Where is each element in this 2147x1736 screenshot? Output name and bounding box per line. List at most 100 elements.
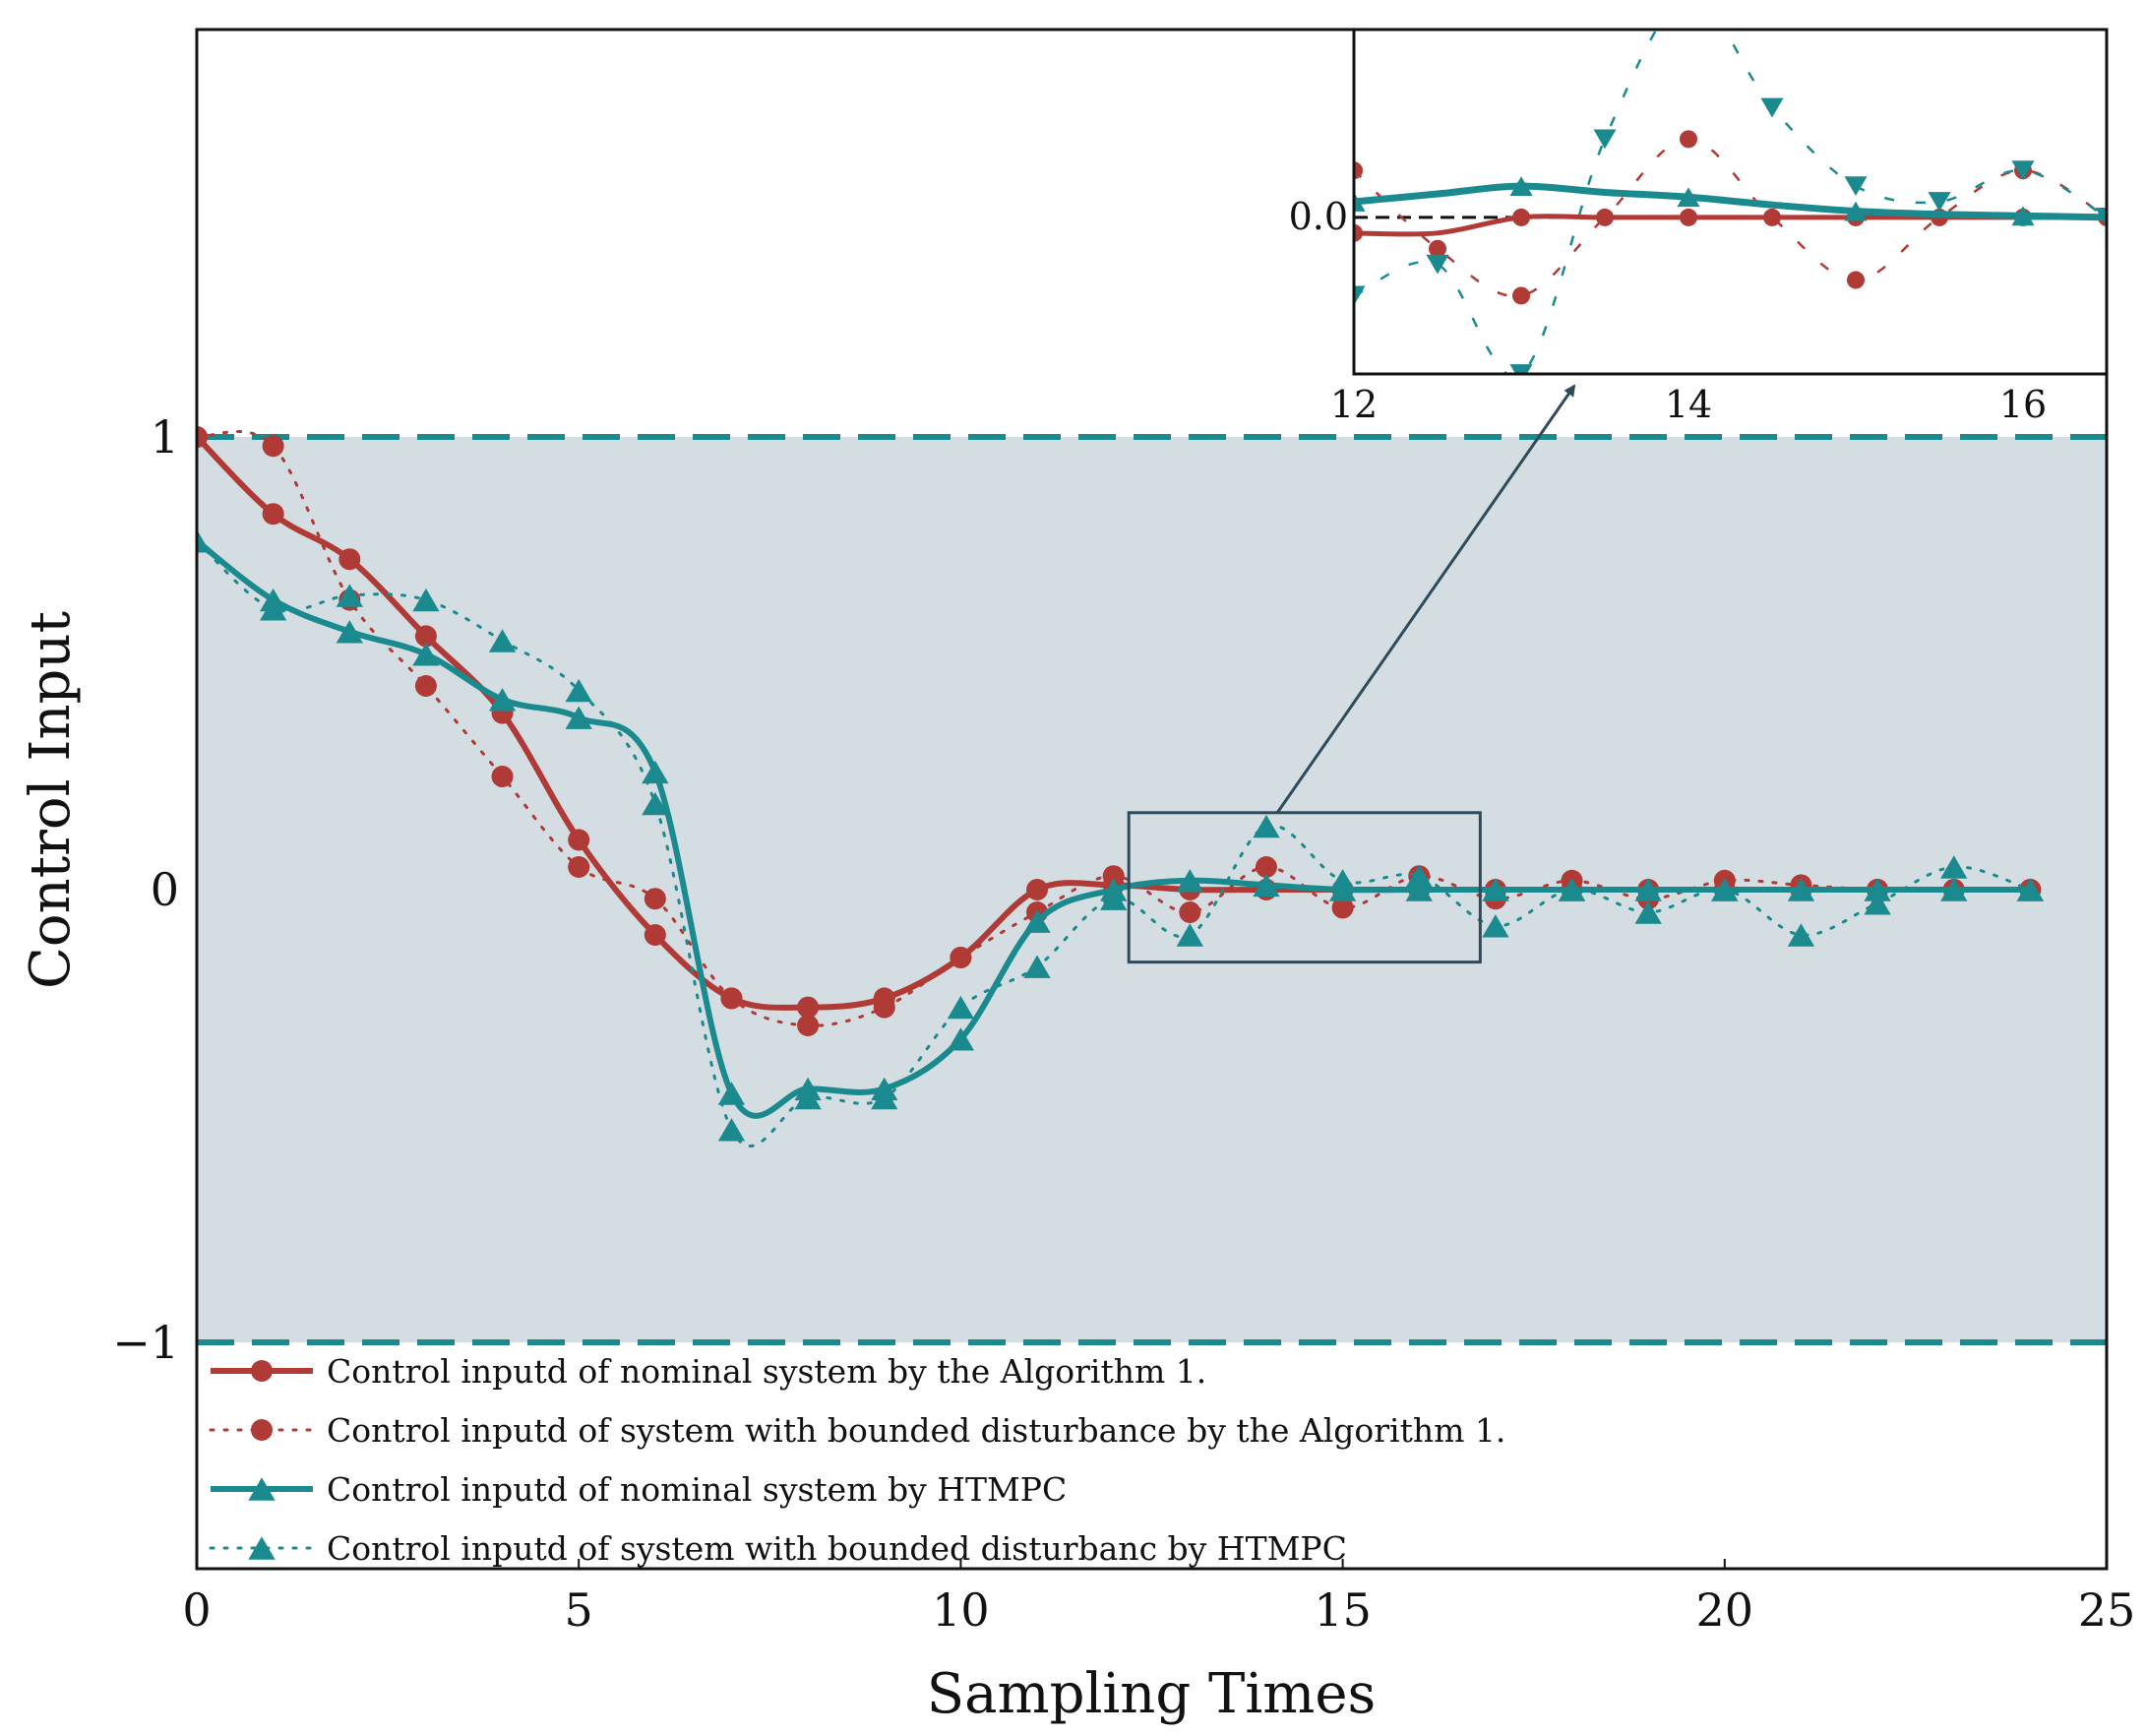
series-2-point [1331,897,1354,919]
inset-panel: 12 14 16 0.0 [1289,28,2109,426]
series-4-point [259,597,287,621]
legend-marker [248,1536,276,1560]
series-4-point [1023,955,1051,978]
series-3-point [412,643,440,666]
series-1-point [1026,879,1049,900]
inset-series-1-point [1354,223,1363,242]
series-3-point [1405,878,1433,901]
y-axis-label: Control Input [19,611,83,989]
x-tick-label: 5 [565,1583,593,1637]
x-axis-label: Sampling Times [927,1662,1376,1726]
inset-series-4-point [1928,192,1951,212]
series-4-point [1711,878,1739,901]
inset-series-2-point [1847,271,1865,289]
series-3-point [1787,878,1815,901]
series-4-point [412,588,440,612]
x-tick-label: 15 [1314,1583,1372,1637]
series-3-point [1634,878,1662,901]
series-3-point [1864,878,1891,901]
inset-x-tick-label: 14 [1665,383,1712,426]
inset-series-4-point [1509,364,1533,374]
series-3 [197,529,2045,1119]
series-2-point [797,1015,820,1036]
legend-label: Control inputd of nominal system by the … [327,1352,1206,1391]
series-4-point [947,995,975,1020]
inset-series-3-point [1509,176,1533,196]
series-3-point [947,1027,975,1051]
legend-entry: Control inputd of system with bounded di… [209,1529,1347,1568]
series-1-point [568,829,590,851]
inset-x-tick-label: 12 [1330,383,1378,426]
y-tick-label: 0 [151,863,179,916]
series-3-point [1482,878,1509,901]
x-tick-label: 25 [2078,1583,2136,1637]
x-tick-label: 0 [182,1583,211,1637]
series-3-point [1176,869,1203,893]
legend-label: Control inputd of system with bounded di… [327,1411,1505,1450]
series-4-point [1787,923,1815,947]
zoom-arrow [1275,384,1576,814]
inset-series-2-point [1680,130,1697,149]
series-2-point [568,856,590,878]
inset-series-4-point [1354,285,1366,306]
inset-series-4-point [1760,97,1784,118]
series-4-point [488,629,517,652]
inset-series-4-point [2011,160,2035,181]
inset-series-3-point [1677,187,1700,208]
inset-series-1-point [1512,208,1530,226]
series-4 [197,529,2045,1148]
zoom-layer [1127,384,1576,964]
series-layer [197,426,2045,1148]
x-tick-label: 20 [1696,1583,1754,1637]
series-4-point [1100,887,1128,910]
legend-entry: Control inputd of nominal system by the … [211,1352,1206,1391]
inset-series-4-point [1593,129,1617,150]
inset-series-2-point [1512,286,1530,305]
inset-series-2-point [1429,239,1446,258]
series-4-point [336,584,363,607]
series-4-point [1940,855,1968,879]
series-2-point [197,426,208,448]
series-4-point [1328,869,1357,893]
inset-series-3-line [1354,182,2107,221]
x-tick-label: 10 [932,1583,990,1637]
legend-entry: Control inputd of system with bounded di… [209,1411,1505,1450]
series-3-point [1940,878,1968,901]
legend-entry: Control inputd of nominal system by HTMP… [211,1470,1067,1509]
zoom-region-box [1127,811,1482,964]
series-3-point [1023,909,1051,933]
legend-marker [251,1419,273,1441]
series-2-point [1255,856,1277,878]
series-3-point [642,760,669,784]
series-1-point [797,996,820,1019]
inset-series-3-point [2011,206,2035,226]
series-1-point [338,548,361,571]
inset-series-4-point [1844,176,1868,196]
series-4-line [197,539,2032,1148]
series-1-point [262,503,284,526]
series-2-point [262,435,284,458]
plot-frame [195,28,2109,1571]
y-tick-label: 1 [151,410,179,464]
series-4-point [1634,900,1662,924]
series-3-point [488,688,517,712]
series-3-point [717,1082,746,1105]
series-4-point [871,1085,898,1110]
inset-series [1354,30,2107,374]
inset-series-1-point [1680,208,1697,226]
legend-marker [251,1360,273,1382]
series-4-point [1558,878,1586,901]
legend-label: Control inputd of system with bounded di… [327,1529,1347,1568]
series-4-point [717,1118,746,1142]
series-2-point [491,766,514,787]
series-2-point [720,987,743,1010]
series-2-point [950,947,972,968]
inset-series-2-point [1354,161,1363,180]
legend-label: Control inputd of nominal system by HTMP… [327,1470,1067,1509]
series-4-point [2016,878,2045,901]
inset-series-4-point [1426,254,1449,275]
series-4-point [197,529,211,553]
y-tick-label: −1 [112,1316,179,1369]
series-2-point [414,675,437,697]
inset-series-3-point [1844,201,1868,221]
